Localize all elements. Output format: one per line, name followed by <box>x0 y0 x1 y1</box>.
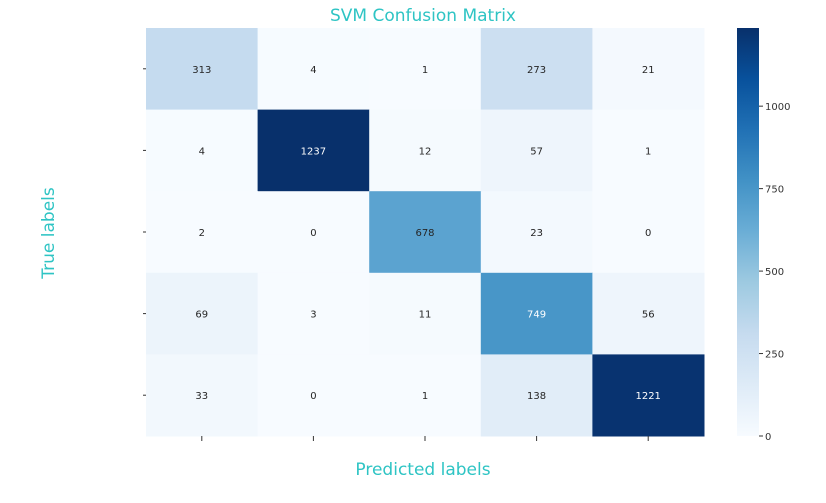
heatmap-cell-r0-c1 <box>257 28 370 111</box>
heatmap-cell-r0-c0 <box>146 28 259 111</box>
cell-value-label: 678 <box>415 228 434 239</box>
heatmap-cell-r1-c4 <box>592 109 705 192</box>
cell-value-label: 12 <box>419 146 432 157</box>
colorbar <box>737 28 759 436</box>
cell-value-label: 138 <box>527 391 546 402</box>
cell-value-label: 4 <box>199 146 205 157</box>
colorbar-ticks: 0 250 500 750 1000 <box>759 102 790 443</box>
heatmap-cell-r4-c0 <box>146 354 259 437</box>
cell-value-label: 313 <box>192 65 211 76</box>
heatmap-cell-r2-c4 <box>592 191 705 274</box>
cell-value-label: 1 <box>645 146 651 157</box>
colorbar-tick-label: 750 <box>765 185 784 196</box>
colorbar-tick-label: 1000 <box>765 102 790 113</box>
colorbar-tick-label: 0 <box>765 432 771 443</box>
cell-value-label: 1221 <box>635 391 660 402</box>
heatmap-cell-r3-c3 <box>480 272 593 355</box>
cell-value-label: 56 <box>642 310 655 321</box>
cell-value-label: 21 <box>642 65 655 76</box>
heatmap-cell-r3-c0 <box>146 272 259 355</box>
heatmap-cell-r4-c2 <box>369 354 482 437</box>
heatmap-cell-r3-c1 <box>257 272 370 355</box>
heatmap-cell-r0-c4 <box>592 28 705 111</box>
cell-value-label: 11 <box>419 310 432 321</box>
cell-value-label: 1237 <box>301 146 326 157</box>
heatmap-cell-r1-c3 <box>480 109 593 192</box>
heatmap-cell-r0-c2 <box>369 28 482 111</box>
col-ticks <box>201 436 649 441</box>
heatmap-cell-r2-c1 <box>257 191 370 274</box>
cell-value-label: 273 <box>527 65 546 76</box>
heatmap-cell-r2-c0 <box>146 191 259 274</box>
heatmap-cell-r1-c1 <box>257 109 370 192</box>
heatmap-cell-r2-c2 <box>369 191 482 274</box>
cell-value-label: 749 <box>527 310 546 321</box>
cell-value-label: 0 <box>310 228 316 239</box>
cell-value-label: 0 <box>310 391 316 402</box>
heatmap-cells: 313 4 1 273 214 1237 12 57 12 0 678 23 069 3 11 749 5633… <box>146 28 705 437</box>
heatmap-cell-r3-c2 <box>369 272 482 355</box>
cell-value-label: 1 <box>422 391 428 402</box>
cell-value-label: 33 <box>195 391 208 402</box>
heatmap-cell-r0-c3 <box>480 28 593 111</box>
heatmap-cell-r1-c0 <box>146 109 259 192</box>
y-axis-label: True labels <box>39 187 59 280</box>
colorbar-tick-label: 500 <box>765 267 784 278</box>
cell-value-label: 4 <box>310 65 316 76</box>
heatmap-cell-r1-c2 <box>369 109 482 192</box>
cell-value-label: 0 <box>645 228 651 239</box>
row-ticks <box>143 68 146 396</box>
cell-value-label: 2 <box>199 228 205 239</box>
cell-value-label: 23 <box>530 228 543 239</box>
cell-value-label: 1 <box>422 65 428 76</box>
heatmap-cell-r4-c4 <box>592 354 705 437</box>
cell-value-label: 57 <box>530 146 543 157</box>
heatmap-cell-r4-c1 <box>257 354 370 437</box>
cell-value-label: 3 <box>310 310 316 321</box>
chart-title: SVM Confusion Matrix <box>330 6 516 26</box>
x-axis-label: Predicted labels <box>355 460 490 480</box>
heatmap-cell-r2-c3 <box>480 191 593 274</box>
heatmap-cell-r3-c4 <box>592 272 705 355</box>
colorbar-tick-label: 250 <box>765 350 784 361</box>
heatmap-cell-r4-c3 <box>480 354 593 437</box>
cell-value-label: 69 <box>195 310 208 321</box>
